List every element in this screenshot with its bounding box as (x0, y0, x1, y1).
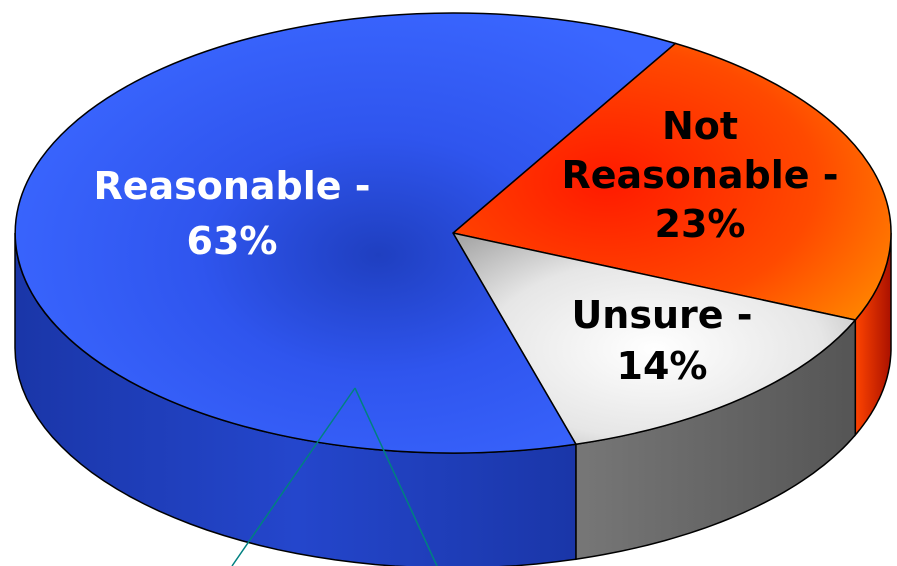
label-not-reasonable-2: Reasonable - (561, 153, 838, 197)
label-reasonable-2: 63% (187, 219, 278, 263)
slice-reasonable (14, 12, 677, 454)
label-not-reasonable-1: Not (662, 104, 738, 148)
label-unsure-2: 14% (617, 344, 708, 388)
slice-labels: Reasonable - 63% Not Reasonable - 23% Unsure … (93, 104, 838, 388)
label-reasonable-1: Reasonable - (93, 164, 370, 208)
callout-line-1 (231, 387, 356, 566)
pie-top-faces (14, 12, 892, 454)
callout-line-2 (354, 387, 438, 566)
slice-not-reasonable (451, 42, 892, 321)
callout-lines (231, 387, 438, 566)
label-not-reasonable-3: 23% (655, 202, 746, 246)
slice-unsure (451, 231, 857, 446)
label-unsure-1: Unsure - (571, 293, 752, 337)
